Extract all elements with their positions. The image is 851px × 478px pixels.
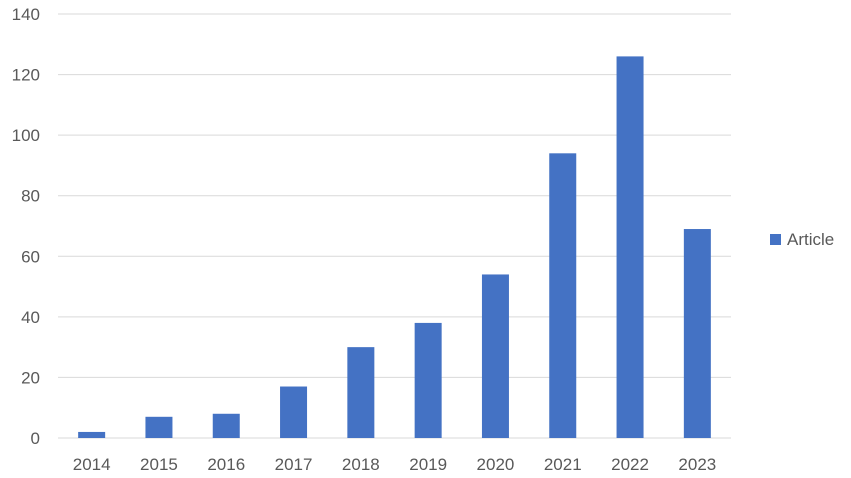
bar-2015 xyxy=(145,416,173,438)
bar-2021 xyxy=(549,153,577,439)
x-tick-label: 2016 xyxy=(207,455,245,474)
legend-swatch xyxy=(770,234,781,245)
x-tick-label: 2020 xyxy=(477,455,515,474)
x-tick-label: 2014 xyxy=(73,455,111,474)
x-axis-ticks: 2014 2015 2016 2017 2018 2019 2020 2021 2022 2023 xyxy=(73,455,717,474)
x-tick-label: 2019 xyxy=(409,455,447,474)
x-tick-label: 2017 xyxy=(275,455,313,474)
y-tick-label: 80 xyxy=(21,187,40,206)
x-tick-label: 2015 xyxy=(140,455,178,474)
y-axis-ticks: 0 20 40 60 80 100 120 140 xyxy=(12,5,40,448)
bar-2014 xyxy=(78,431,106,438)
x-tick-label: 2022 xyxy=(611,455,649,474)
bars xyxy=(78,56,711,439)
bar-2020 xyxy=(481,274,509,438)
x-tick-label: 2021 xyxy=(544,455,582,474)
y-tick-label: 0 xyxy=(31,429,40,448)
legend: Article xyxy=(770,230,834,249)
x-tick-label: 2018 xyxy=(342,455,380,474)
y-tick-label: 120 xyxy=(12,66,40,85)
x-tick-label: 2023 xyxy=(678,455,716,474)
y-tick-label: 140 xyxy=(12,5,40,24)
gridlines xyxy=(58,13,731,439)
bar-2018 xyxy=(347,347,375,438)
bar-2022 xyxy=(616,56,644,439)
y-tick-label: 20 xyxy=(21,368,40,387)
bar-2023 xyxy=(683,229,711,438)
y-tick-label: 40 xyxy=(21,308,40,327)
y-tick-label: 100 xyxy=(12,126,40,145)
bar-2017 xyxy=(280,386,308,438)
bar-2016 xyxy=(212,413,240,438)
legend-label-article: Article xyxy=(787,230,834,249)
bar-2019 xyxy=(414,322,442,438)
y-tick-label: 60 xyxy=(21,247,40,266)
